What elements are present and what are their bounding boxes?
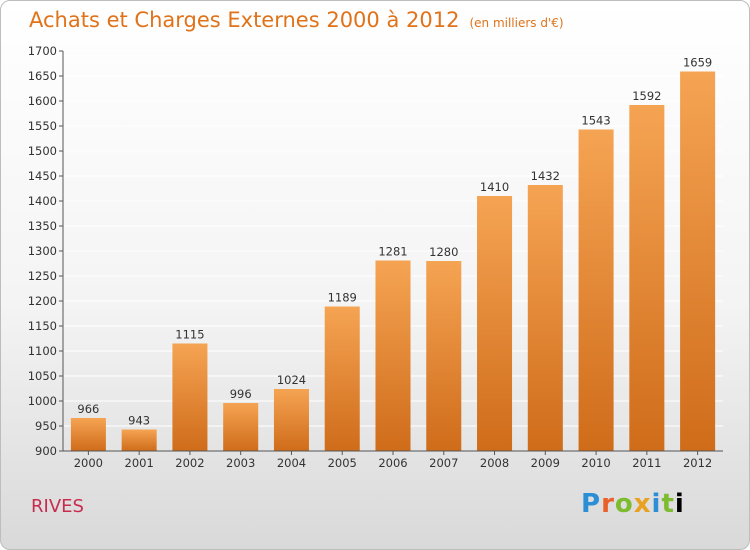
bar-2001: [121, 429, 157, 451]
y-tick-label: 1000: [28, 394, 57, 408]
y-tick-label: 1550: [28, 119, 57, 133]
y-tick-label: 1450: [28, 169, 57, 183]
y-tick-label: 1650: [28, 69, 57, 83]
data-label: 1410: [480, 180, 509, 194]
bar-2007: [426, 261, 462, 451]
x-tick-label: 2012: [683, 456, 712, 470]
bar-2003: [223, 403, 259, 451]
y-tick-label: 1700: [28, 44, 57, 58]
x-tick-label: 2007: [429, 456, 458, 470]
bar-2000: [70, 418, 106, 451]
y-tick-label: 1300: [28, 244, 57, 258]
data-label: 1115: [175, 328, 204, 342]
bar-2012: [680, 71, 716, 451]
bar-2005: [324, 306, 360, 451]
y-tick-label: 1400: [28, 194, 57, 208]
y-tick-label: 1600: [28, 94, 57, 108]
y-tick-label: 1100: [28, 344, 57, 358]
bar-2009: [527, 185, 563, 451]
bar-2004: [273, 389, 309, 451]
y-tick-label: 1350: [28, 219, 57, 233]
bar-2006: [375, 260, 411, 451]
x-tick-label: 2009: [531, 456, 560, 470]
bar-2002: [172, 343, 208, 451]
data-label: 1281: [378, 245, 407, 259]
data-label: 1543: [581, 114, 610, 128]
data-label: 1592: [632, 89, 661, 103]
y-tick-label: 950: [35, 419, 57, 433]
x-tick-label: 2008: [480, 456, 509, 470]
data-label: 1280: [429, 245, 458, 259]
chart-unit: (en milliers d'€): [469, 16, 564, 30]
x-tick-label: 2005: [328, 456, 357, 470]
x-tick-label: 2010: [581, 456, 610, 470]
y-tick-label: 1050: [28, 369, 57, 383]
bar-2011: [629, 105, 665, 451]
chart-title: Achats et Charges Externes 2000 à 2012 (e…: [29, 8, 564, 32]
bars: [70, 71, 716, 451]
x-tick-label: 2000: [74, 456, 103, 470]
bar-2008: [477, 196, 513, 451]
bar-2010: [578, 129, 614, 451]
chart-title-text: Achats et Charges Externes 2000 à 2012: [29, 8, 460, 32]
data-label: 1659: [683, 56, 712, 70]
y-tick-label: 900: [35, 444, 57, 458]
x-tick-label: 2011: [632, 456, 661, 470]
data-label: 1189: [328, 291, 357, 305]
axes: [59, 50, 723, 455]
x-tick-label: 2004: [277, 456, 306, 470]
data-label: 1432: [531, 169, 560, 183]
x-tick-label: 2002: [175, 456, 204, 470]
y-tick-label: 1150: [28, 319, 57, 333]
commune-name: RIVES: [31, 496, 84, 517]
y-tick-label: 1250: [28, 269, 57, 283]
x-tick-label: 2001: [125, 456, 154, 470]
x-tick-label: 2006: [378, 456, 407, 470]
labels: 900 950 1000 1050 1100 1150 1200 1250 1300 1350 14…: [28, 44, 713, 470]
y-tick-label: 1200: [28, 294, 57, 308]
data-label: 943: [128, 414, 150, 428]
data-label: 996: [230, 387, 252, 401]
data-label: 966: [77, 402, 99, 416]
data-label: 1024: [277, 373, 306, 387]
proxiti-logo: Proxiti: [581, 489, 685, 519]
x-tick-label: 2003: [226, 456, 255, 470]
y-tick-label: 1500: [28, 144, 57, 158]
